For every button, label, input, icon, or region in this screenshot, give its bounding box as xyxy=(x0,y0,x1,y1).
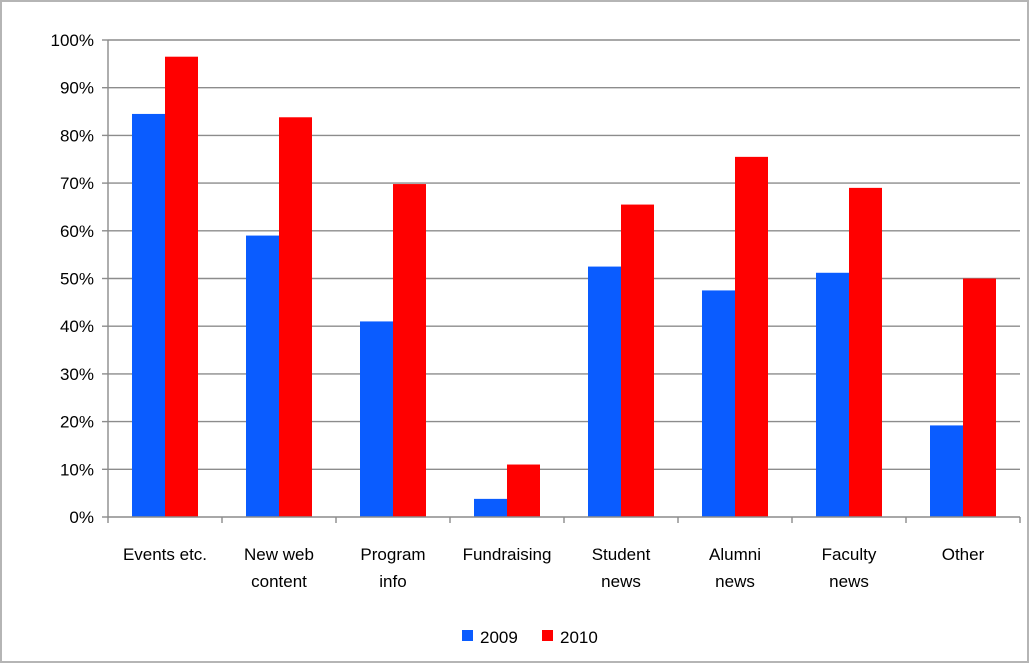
bar-2009-7 xyxy=(930,425,963,517)
y-tick-label: 40% xyxy=(60,317,94,336)
x-category-label: Alumni xyxy=(709,545,761,564)
x-category-label: Events etc. xyxy=(123,545,207,564)
y-tick-label: 30% xyxy=(60,365,94,384)
bar-2010-2 xyxy=(393,184,426,517)
legend: 2009 2010 xyxy=(462,628,598,647)
gridlines xyxy=(108,39,1020,470)
x-category-label: news xyxy=(601,572,641,591)
x-category-label: Program xyxy=(360,545,425,564)
y-tick-label: 70% xyxy=(60,174,94,193)
y-tick-labels: 0% 10% 20% 30% 40% 50% 60% 70% 80% 90% 100% xyxy=(51,31,94,527)
bar-2010-5 xyxy=(735,156,768,518)
legend-swatch-2009 xyxy=(462,630,473,641)
bar-2010-4 xyxy=(621,204,654,517)
bar-2009-3 xyxy=(474,498,507,517)
x-category-label: Faculty xyxy=(822,545,877,564)
y-tick-label: 50% xyxy=(60,270,94,289)
bar-2009-6 xyxy=(816,272,849,517)
x-category-label: New web xyxy=(244,545,314,564)
y-tick-label: 100% xyxy=(51,31,94,50)
bar-2010-1 xyxy=(279,117,312,518)
y-tick-label: 20% xyxy=(60,413,94,432)
bar-2009-2 xyxy=(360,321,393,517)
legend-label-2010: 2010 xyxy=(560,628,598,647)
y-tick-label: 60% xyxy=(60,222,94,241)
bar-2010-7 xyxy=(963,278,996,517)
y-tick-label: 80% xyxy=(60,126,94,145)
legend-label-2009: 2009 xyxy=(480,628,518,647)
legend-swatch-2010 xyxy=(542,630,553,641)
x-category-label: news xyxy=(829,572,869,591)
y-tick-label: 10% xyxy=(60,460,94,479)
bar-2009-0 xyxy=(132,113,165,517)
y-tick-label: 0% xyxy=(69,508,94,527)
x-category-label: Other xyxy=(942,545,985,564)
x-category-label: info xyxy=(379,572,406,591)
bar-2010-6 xyxy=(849,187,882,517)
y-tick-label: 90% xyxy=(60,79,94,98)
x-category-label: news xyxy=(715,572,755,591)
bar-2010-3 xyxy=(507,464,540,517)
x-category-label: Fundraising xyxy=(463,545,552,564)
bar-2009-5 xyxy=(702,290,735,517)
x-category-labels: Events etc. New web content Program info Fund… xyxy=(123,545,985,591)
x-category-label: content xyxy=(251,572,307,591)
bar-2009-4 xyxy=(588,266,621,517)
axes xyxy=(102,39,1021,523)
bars xyxy=(132,56,996,518)
x-category-label: Student xyxy=(592,545,651,564)
bar-2009-1 xyxy=(246,235,279,517)
bar-2010-0 xyxy=(165,56,198,517)
